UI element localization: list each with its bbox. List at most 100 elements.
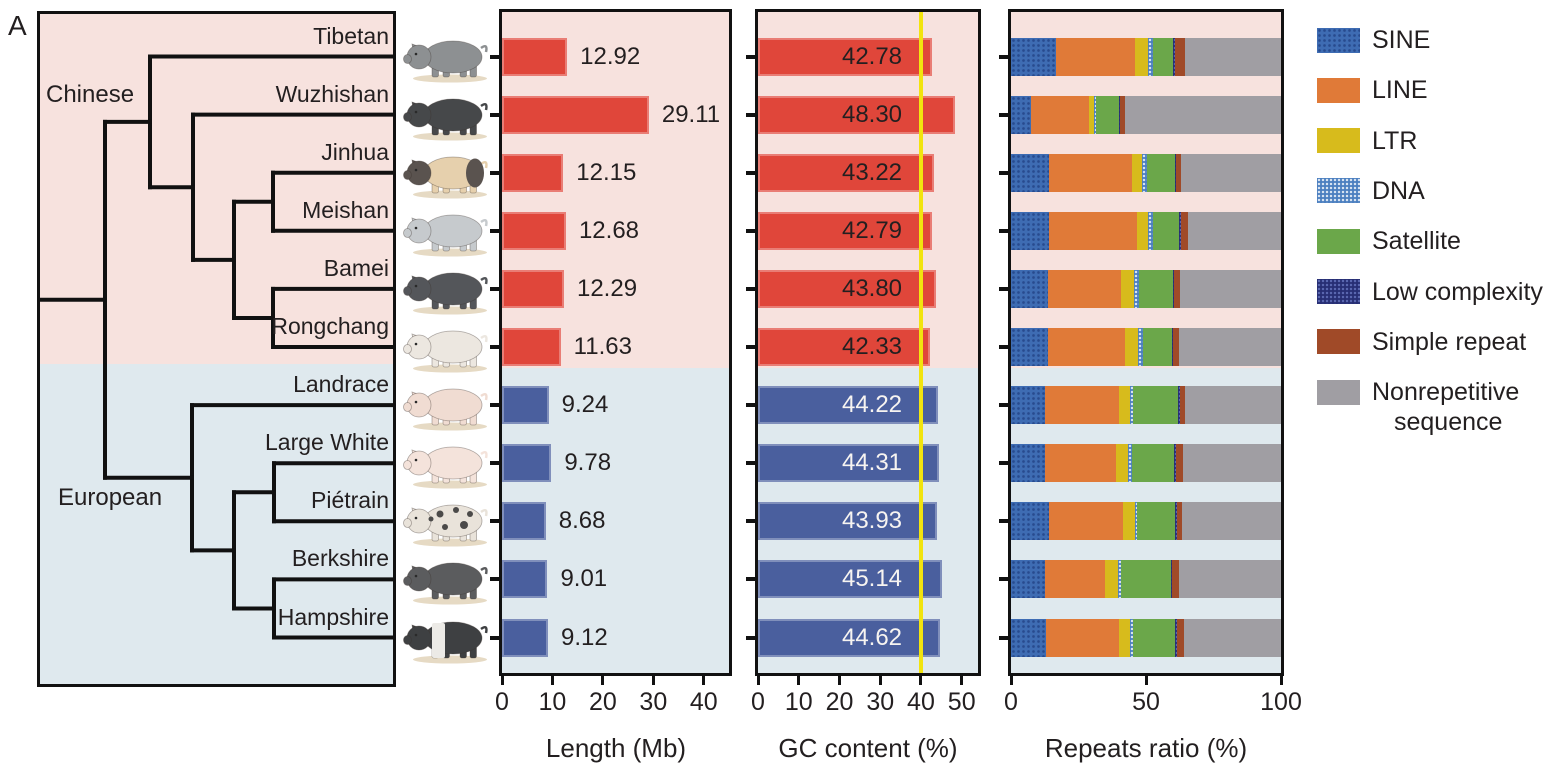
repeats-seg-line-5 bbox=[1048, 328, 1126, 366]
repeats-seg-nonrepetitive-sequence-1 bbox=[1125, 95, 1281, 134]
rep-ytick-4 bbox=[999, 286, 1008, 291]
repeats-seg-ltr-3 bbox=[1137, 211, 1149, 250]
legend-swatch-ltr bbox=[1317, 128, 1360, 154]
repeats-seg-nonrepetitive-sequence-6 bbox=[1185, 386, 1281, 425]
rep-ytick-3 bbox=[999, 228, 1008, 233]
len-xtick-label-10: 10 bbox=[538, 688, 567, 716]
repeats-seg-nonrepetitive-sequence-7 bbox=[1182, 444, 1281, 483]
repeats-seg-simple-repeat-10 bbox=[1176, 618, 1184, 657]
repeats-seg-simple-repeat-0 bbox=[1174, 37, 1185, 76]
repeats-seg-ltr-0 bbox=[1135, 37, 1148, 76]
gc-reference-line bbox=[918, 12, 923, 673]
repeats-seg-low-complexity-10 bbox=[1175, 618, 1177, 657]
repeats-seg-line-0 bbox=[1056, 37, 1136, 76]
repeats-seg-low-complexity-1 bbox=[1118, 95, 1121, 134]
length-axis-title: Length (Mb) bbox=[545, 733, 687, 763]
legend-swatch-low-complexity bbox=[1317, 279, 1360, 304]
repeats-seg-dna-1 bbox=[1093, 95, 1097, 134]
legend-swatch-nonrepetitive bbox=[1317, 379, 1360, 405]
len-ytick-7 bbox=[490, 461, 499, 466]
gc-axis-title: GC content (%) bbox=[778, 733, 958, 763]
rep-xtick-50 bbox=[1144, 676, 1148, 685]
repeats-seg-line-1 bbox=[1030, 95, 1089, 134]
repeats-seg-satellite-4 bbox=[1138, 269, 1173, 308]
legend-label-ltr: LTR bbox=[1372, 126, 1418, 155]
gc-xtick-label-50: 50 bbox=[947, 688, 976, 716]
gc-bar-8 bbox=[758, 502, 937, 541]
breed-label-landrace: Landrace bbox=[293, 371, 389, 398]
pig-illustration-meishan bbox=[398, 202, 498, 258]
repeats-seg-satellite-7 bbox=[1131, 444, 1175, 483]
repeats-seg-simple-repeat-5 bbox=[1173, 328, 1180, 366]
gc-xtick-label-20: 20 bbox=[825, 688, 854, 716]
gc-xtick-40 bbox=[919, 676, 923, 685]
repeats-seg-sine-5 bbox=[1011, 328, 1049, 366]
repeats-seg-simple-repeat-4 bbox=[1174, 269, 1181, 308]
repeats-seg-line-8 bbox=[1048, 502, 1124, 541]
len-ytick-6 bbox=[490, 403, 499, 408]
repeats-seg-satellite-0 bbox=[1152, 37, 1173, 76]
length-value-7: 9.78 bbox=[564, 449, 612, 477]
repeats-seg-ltr-10 bbox=[1118, 618, 1131, 657]
repeats-seg-line-4 bbox=[1047, 269, 1121, 308]
length-value-4: 12.29 bbox=[576, 274, 638, 302]
len-xtick-label-30: 30 bbox=[639, 688, 668, 716]
breed-label-rongchang: Rongchang bbox=[271, 313, 389, 339]
repeats-seg-ltr-2 bbox=[1131, 153, 1142, 192]
gc-bar-9 bbox=[758, 560, 942, 599]
repeats-seg-sine-9 bbox=[1011, 560, 1046, 599]
repeats-seg-dna-0 bbox=[1147, 37, 1153, 76]
european-clade-background bbox=[40, 364, 393, 684]
repeats-chart-panel bbox=[1008, 9, 1284, 676]
gc-ytick-10 bbox=[746, 635, 755, 640]
length-bar-5 bbox=[502, 328, 561, 366]
len-xtick-label-20: 20 bbox=[588, 688, 617, 716]
repeats-seg-sine-8 bbox=[1011, 502, 1049, 541]
gc-ytick-0 bbox=[746, 54, 755, 59]
repeats-seg-ltr-4 bbox=[1120, 269, 1134, 308]
repeats-seg-line-9 bbox=[1045, 560, 1106, 599]
gc-chart-plot: 42.78 48.30 43.22 42.79 43.80 42.33 44.22 44.31… bbox=[758, 12, 978, 673]
repeats-seg-simple-repeat-9 bbox=[1171, 560, 1179, 599]
length-chart-plot: 12.92 29.11 12.15 12.68 12.29 11.63 9.24 9.78 8.… bbox=[502, 12, 729, 673]
legend-label-dna: DNA bbox=[1372, 176, 1425, 205]
repeats-seg-simple-repeat-7 bbox=[1175, 444, 1183, 483]
repeats-seg-nonrepetitive-sequence-5 bbox=[1179, 328, 1281, 366]
repeats-seg-dna-5 bbox=[1137, 328, 1143, 366]
repeats-seg-low-complexity-3 bbox=[1179, 211, 1182, 250]
gc-value-8: 43.93 bbox=[841, 507, 903, 535]
repeats-seg-simple-repeat-1 bbox=[1120, 95, 1126, 134]
rep-ytick-9 bbox=[999, 577, 1008, 582]
rep-xtick-label-50: 50 bbox=[1132, 688, 1160, 716]
group-label-european: European bbox=[58, 484, 163, 511]
repeats-seg-low-complexity-0 bbox=[1173, 37, 1175, 76]
length-chart-panel: 12.92 29.11 12.15 12.68 12.29 11.63 9.24 9.78 8.… bbox=[499, 9, 732, 676]
breed-label-bamei: Bamei bbox=[323, 254, 389, 281]
repeats-seg-line-3 bbox=[1049, 211, 1138, 250]
legend-label-low-complexity: Low complexity bbox=[1372, 277, 1543, 306]
repeats-seg-satellite-2 bbox=[1147, 153, 1175, 192]
legend-swatch-satellite bbox=[1317, 228, 1360, 254]
gc-xtick-0 bbox=[756, 676, 760, 685]
rep-ytick-2 bbox=[999, 170, 1008, 175]
group-label-chinese: Chinese bbox=[46, 81, 135, 108]
repeats-seg-dna-4 bbox=[1133, 269, 1139, 308]
breed-label-meishan: Meishan bbox=[302, 196, 389, 223]
breed-label-jinhua: Jinhua bbox=[321, 138, 389, 165]
repeats-seg-sine-0 bbox=[1011, 37, 1057, 76]
repeats-seg-line-10 bbox=[1046, 618, 1119, 657]
rep-ytick-6 bbox=[999, 403, 1008, 408]
pig-illustration-wuzhishan bbox=[398, 86, 498, 142]
pig-illustration-bamei bbox=[398, 260, 498, 316]
repeats-seg-simple-repeat-6 bbox=[1180, 386, 1186, 425]
legend-swatch-dna bbox=[1317, 178, 1360, 204]
len-ytick-2 bbox=[490, 170, 499, 175]
gc-value-5: 42.33 bbox=[841, 333, 903, 360]
length-value-9: 9.01 bbox=[560, 565, 608, 593]
pig-illustration-piétrain bbox=[398, 492, 498, 548]
repeats-seg-line-2 bbox=[1049, 153, 1132, 192]
pig-illustration-jinhua bbox=[398, 144, 498, 200]
len-ytick-4 bbox=[490, 286, 499, 291]
repeats-seg-dna-3 bbox=[1148, 211, 1154, 250]
